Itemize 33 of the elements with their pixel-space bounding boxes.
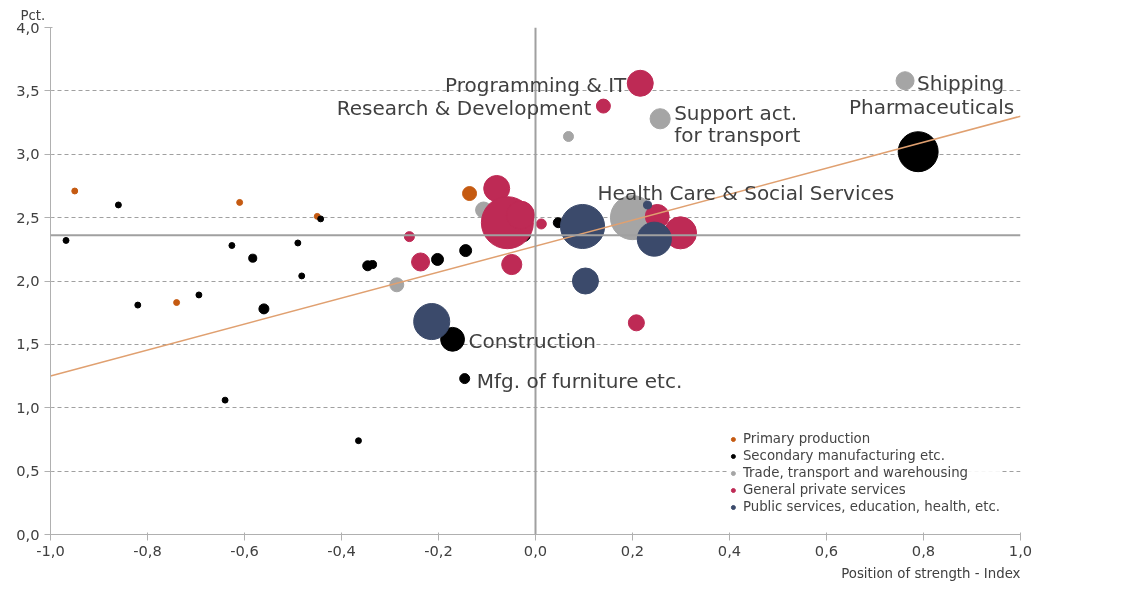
x-tick-label: -0,6 bbox=[230, 541, 259, 559]
y-tick-label: 1,0 bbox=[16, 398, 40, 416]
y-tick-label: 2,0 bbox=[16, 272, 40, 289]
y-tick-label: 1,5 bbox=[16, 335, 40, 353]
y-tick-label: 0,0 bbox=[16, 525, 40, 543]
x-axis-title: Position of strength - Index bbox=[841, 565, 1021, 581]
x-tick-label: -0,4 bbox=[327, 541, 356, 559]
legend-label: Public services, education, health, etc. bbox=[742, 499, 1000, 514]
legend-label: Trade, transport and warehousing bbox=[742, 465, 969, 480]
x-tick-label: 0,0 bbox=[523, 541, 548, 559]
y-tick-label: 3,5 bbox=[16, 81, 40, 99]
annotation: Support act. for transport bbox=[674, 100, 801, 147]
x-tick-label: 0,2 bbox=[620, 541, 645, 559]
x-tick-label: 0,8 bbox=[911, 541, 936, 559]
x-tick-label: 0,4 bbox=[717, 541, 742, 559]
y-tick-label: 0,5 bbox=[16, 462, 40, 480]
annotation: Construction bbox=[468, 329, 596, 354]
y-tick-label: 2,5 bbox=[16, 208, 40, 226]
x-tick-label: -1,0 bbox=[36, 541, 65, 559]
annotation: Research & Development bbox=[336, 96, 592, 121]
legend-label: General private services bbox=[742, 482, 906, 497]
x-tick-label: -0,2 bbox=[424, 541, 453, 559]
annotation: Pharmaceuticals bbox=[848, 94, 1015, 119]
legend-label: Primary production bbox=[742, 431, 871, 446]
annotation: Shipping bbox=[917, 70, 1005, 95]
annotation: Mfg. of furniture etc. bbox=[476, 368, 683, 393]
legend-label: Secondary manufacturing etc. bbox=[742, 448, 945, 463]
x-tick-label: -0,8 bbox=[133, 541, 162, 559]
annotation: Programming & IT bbox=[445, 73, 628, 98]
y-axis-title: Pct. bbox=[20, 7, 46, 23]
x-tick-label: 1,0 bbox=[1008, 541, 1033, 559]
y-tick-label: 3,0 bbox=[16, 145, 40, 163]
x-tick-label: 0,6 bbox=[814, 541, 839, 559]
